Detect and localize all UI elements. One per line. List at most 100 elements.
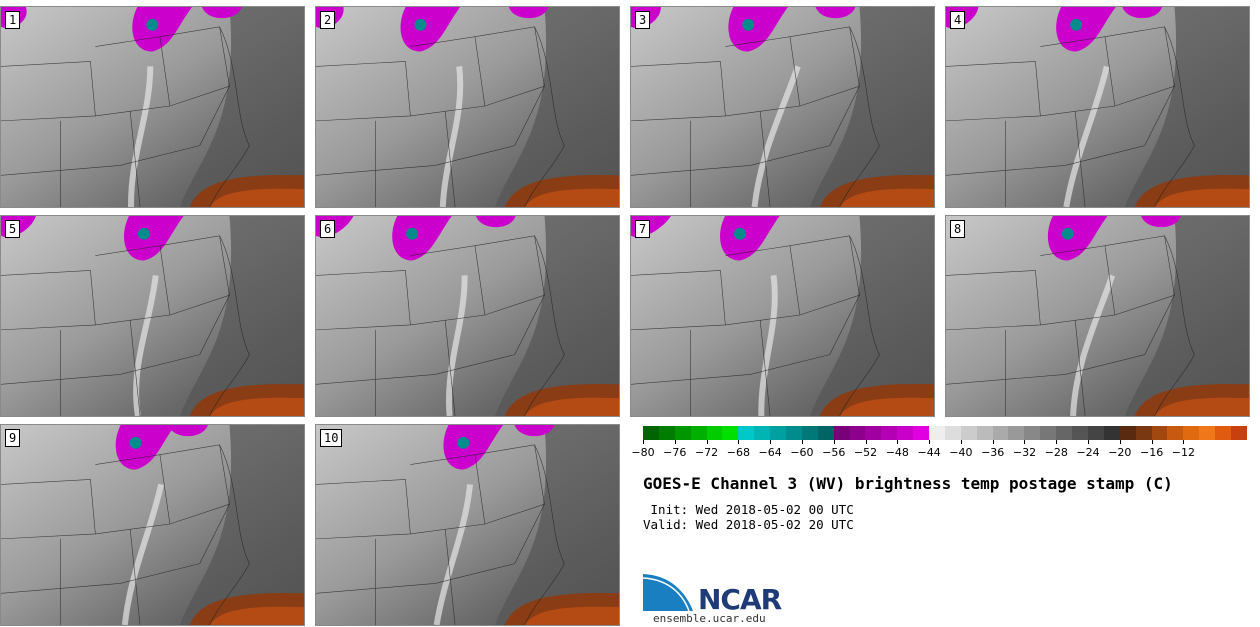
colorbar-tick-label: −60 — [790, 446, 814, 459]
map-image — [316, 7, 619, 207]
colorbar-tick — [929, 440, 931, 444]
colorbar-swatch — [786, 426, 802, 440]
colorbar-swatch — [1056, 426, 1073, 440]
colorbar-tick — [738, 440, 740, 444]
colorbar-swatch — [1230, 426, 1247, 440]
map-image — [1, 216, 304, 416]
colorbar-tick — [1151, 440, 1153, 444]
map-image — [946, 7, 1249, 207]
colorbar-swatch — [1008, 426, 1025, 440]
figure-title: GOES-E Channel 3 (WV) brightness temp po… — [643, 474, 1173, 493]
colorbar-swatch — [1119, 426, 1136, 440]
logo-url: ensemble.ucar.edu — [653, 612, 766, 625]
colorbar-swatch — [1215, 426, 1231, 440]
colorbar-swatch — [881, 426, 898, 440]
colorbar-tick-label: −32 — [1012, 446, 1037, 459]
colorbar-swatch — [722, 426, 739, 440]
map-panel: 1 — [0, 6, 305, 208]
panel-number: 10 — [320, 429, 343, 447]
colorbar-swatch — [674, 426, 691, 440]
colorbar-tick — [801, 440, 803, 444]
colorbar-tick — [833, 440, 835, 444]
colorbar-swatch — [1103, 426, 1120, 440]
colorbar-tick-label: −64 — [758, 446, 782, 459]
colorbar-tick — [1119, 440, 1121, 444]
colorbar-tick-label: −20 — [1108, 446, 1132, 459]
colorbar-tick-label: −76 — [663, 446, 687, 459]
panel-number: 6 — [320, 220, 336, 238]
colorbar-tick-label: −72 — [694, 446, 719, 459]
colorbar-tick-label: −48 — [885, 446, 909, 459]
colorbar-tick-label: −68 — [726, 446, 750, 459]
colorbar-swatch — [913, 426, 930, 440]
panel-number: 7 — [635, 220, 651, 238]
colorbar-swatch — [992, 426, 1009, 440]
map-image — [631, 7, 934, 207]
ncar-logo-icon — [643, 572, 696, 612]
panel-number: 3 — [635, 11, 651, 29]
colorbar-swatch — [929, 426, 945, 440]
colorbar-tick — [1024, 440, 1026, 444]
colorbar-swatch — [1183, 426, 1200, 440]
colorbar-swatch — [1024, 426, 1041, 440]
colorbar-swatch — [1199, 426, 1216, 440]
colorbar-tick — [865, 440, 867, 444]
valid-time: Valid: Wed 2018-05-02 20 UTC — [643, 517, 854, 532]
colorbar-tick-label: −52 — [853, 446, 878, 459]
map-image — [316, 425, 619, 625]
map-panel: 5 — [0, 215, 305, 417]
panel-number: 1 — [5, 11, 21, 29]
colorbar-swatch — [960, 426, 977, 440]
colorbar-swatch — [944, 426, 961, 440]
logo-text: NCAR — [698, 583, 782, 616]
panel-number: 2 — [320, 11, 336, 29]
map-panel: 4 — [945, 6, 1250, 208]
colorbar-swatch — [754, 426, 771, 440]
colorbar-ticks: −80 −76 −72 −68 −64 −60 −56 −52 −48 −44 −40 −36 −32−… — [631, 440, 1247, 462]
colorbar-tick — [643, 440, 644, 444]
colorbar-tick — [897, 440, 899, 444]
colorbar-swatch — [817, 426, 834, 440]
map-image — [316, 216, 619, 416]
colorbar-tick — [1088, 440, 1090, 444]
colorbar-swatch — [1167, 426, 1184, 440]
map-image — [1, 7, 304, 207]
colorbar-tick-label: −36 — [981, 446, 1005, 459]
panel-number: 5 — [5, 220, 21, 238]
colorbar-tick-label: −28 — [1044, 446, 1068, 459]
map-image — [1, 425, 304, 625]
colorbar-swatch — [1135, 426, 1152, 440]
colorbar-swatch — [738, 426, 755, 440]
panel-number: 9 — [5, 429, 21, 447]
colorbar-swatch — [658, 426, 675, 440]
colorbar-tick — [960, 440, 962, 444]
colorbar-tick-label: −44 — [917, 446, 941, 459]
map-panel: 10 — [315, 424, 620, 626]
colorbar-tick — [674, 440, 676, 444]
colorbar-tick — [992, 440, 994, 444]
colorbar-tick-label: −24 — [1076, 446, 1100, 459]
colorbar-swatch — [1040, 426, 1057, 440]
colorbar-tick-label: −12 — [1171, 446, 1196, 459]
colorbar — [643, 426, 1247, 440]
map-panel: 6 — [315, 215, 620, 417]
colorbar-swatch — [690, 426, 707, 440]
colorbar-tick — [1056, 440, 1058, 444]
time-info: Init: Wed 2018-05-02 00 UTC Valid: Wed 2… — [643, 502, 854, 532]
map-image — [946, 216, 1249, 416]
colorbar-swatch — [897, 426, 914, 440]
panel-number: 8 — [950, 220, 966, 238]
colorbar-swatch — [833, 426, 850, 440]
colorbar-tick — [706, 440, 708, 444]
colorbar-tick-label: −56 — [822, 446, 846, 459]
colorbar-swatch — [1151, 426, 1168, 440]
init-time: Init: Wed 2018-05-02 00 UTC — [643, 502, 854, 517]
map-image — [631, 216, 934, 416]
colorbar-swatch — [849, 426, 866, 440]
map-panel: 9 — [0, 424, 305, 626]
panel-number: 4 — [950, 11, 966, 29]
map-panel: 7 — [630, 215, 935, 417]
colorbar-swatch — [1087, 426, 1104, 440]
colorbar-tick-label: −16 — [1140, 446, 1164, 459]
colorbar-tick — [1183, 440, 1185, 444]
